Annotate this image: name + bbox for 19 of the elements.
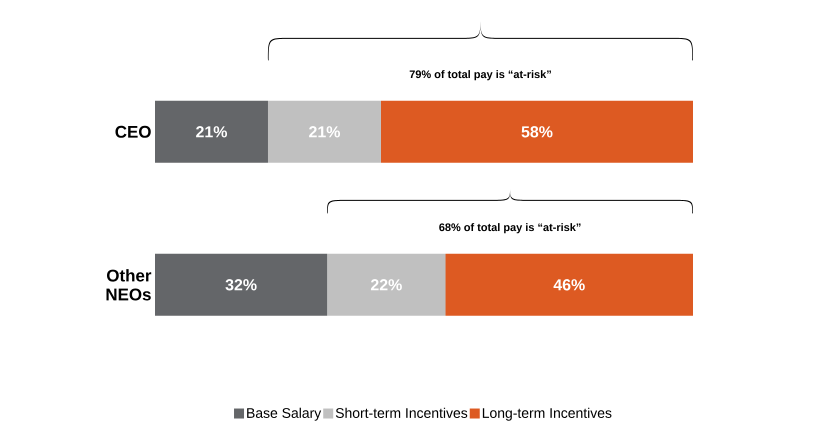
y-tick-label: Other NEOs	[106, 269, 152, 300]
legend-label: Base Salary	[247, 408, 322, 421]
y-tick-label: CEO	[115, 126, 151, 138]
data-label: 32%	[225, 279, 257, 290]
data-label: 21%	[309, 126, 340, 138]
bar	[155, 254, 328, 316]
bar	[380, 100, 694, 163]
bar	[327, 254, 446, 316]
data-label: 46%	[554, 279, 585, 290]
data-label: 21%	[196, 126, 228, 138]
data-label: 22%	[370, 279, 402, 290]
legend-label: Short-term Incentives	[336, 408, 468, 418]
legend-label: Long-term Incentives	[482, 408, 612, 421]
annotation: 68% of total pay is “at-risk”	[439, 223, 581, 234]
annotation: 79% of total pay is “at-risk”	[410, 70, 551, 80]
data-label: 58%	[522, 126, 553, 138]
bar	[446, 254, 694, 316]
bar	[268, 100, 381, 163]
bar	[155, 100, 268, 163]
